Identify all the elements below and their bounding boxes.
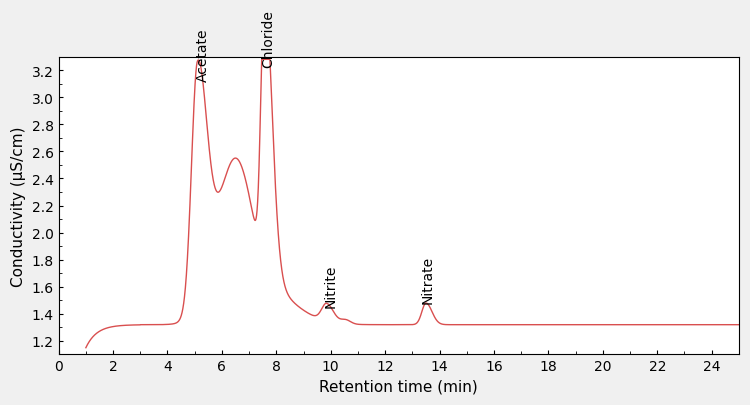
Text: Acetate: Acetate — [196, 28, 210, 82]
Y-axis label: Conductivity (μS/cm): Conductivity (μS/cm) — [11, 126, 26, 286]
Text: Nitrite: Nitrite — [323, 264, 338, 307]
X-axis label: Retention time (min): Retention time (min) — [320, 379, 478, 394]
Text: Chloride: Chloride — [261, 11, 275, 68]
Text: Nitrate: Nitrate — [421, 255, 434, 303]
